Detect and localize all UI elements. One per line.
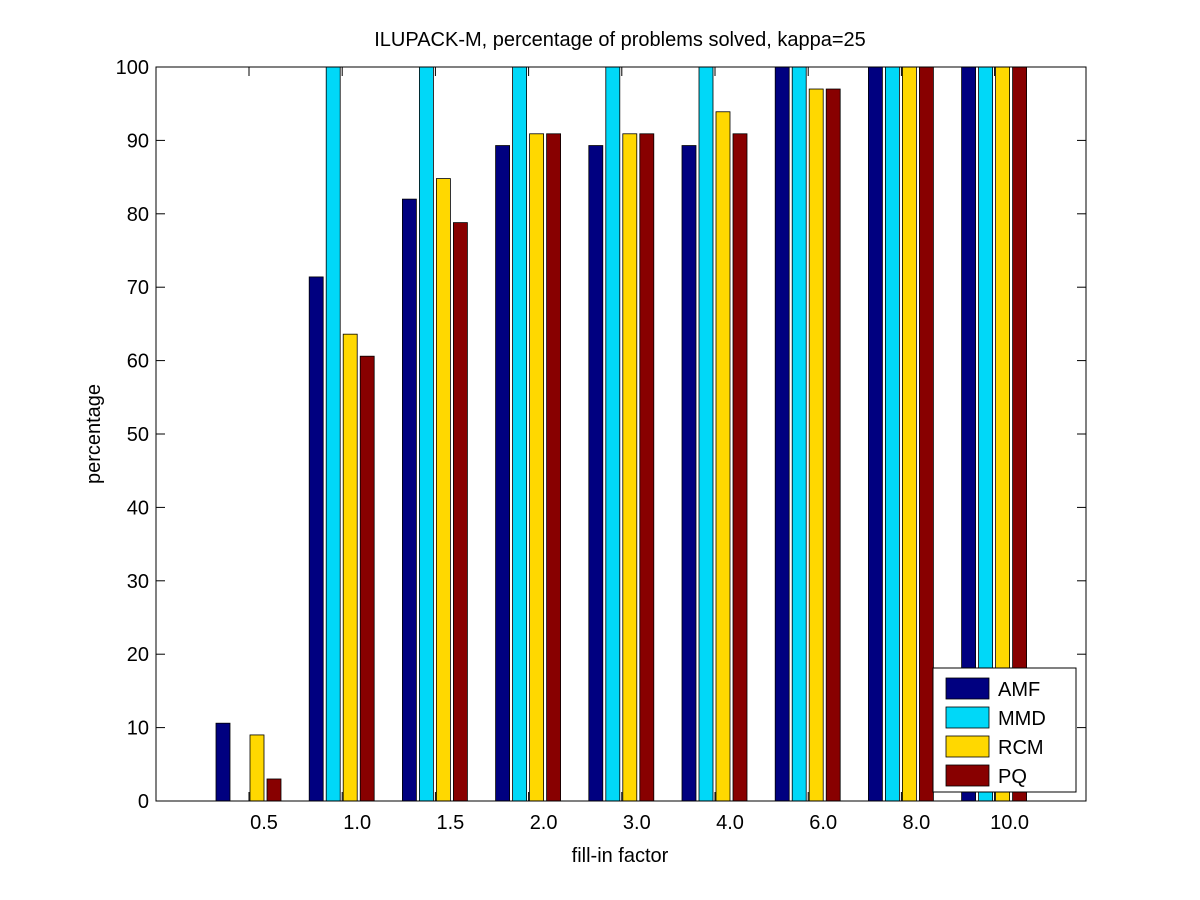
bar-rcm-1-5 [435, 178, 451, 802]
legend-label-pq: PQ [998, 766, 1027, 788]
bar-amf-8-0 [868, 66, 883, 802]
legend-label-amf: AMF [998, 679, 1040, 701]
x-axis: 0.5 1.0 1.5 2.0 3.0 4.0 6.0 8.0 10.0 [248, 67, 1029, 834]
legend-label-rcm: RCM [998, 737, 1044, 759]
x-tick-label: 8.0 [902, 812, 930, 834]
x-tick-label: 1.5 [436, 812, 464, 834]
y-tick-label: 90 [127, 130, 149, 152]
bar-rcm-3-0 [622, 133, 638, 802]
y-tick-label: 30 [127, 571, 149, 593]
y-axis: 0 10 20 30 40 50 60 70 80 90 100 [116, 57, 1086, 813]
legend: AMF MMD RCM PQ [932, 667, 1077, 793]
bar-pq-8-0 [919, 66, 934, 802]
bar-mmd-4-0 [698, 66, 714, 802]
bars-layer [215, 66, 1027, 802]
bar-mmd-1-0 [325, 66, 341, 802]
bar-pq-6-0 [825, 88, 841, 802]
legend-swatch-mmd [945, 706, 990, 729]
y-tick-label: 70 [127, 277, 149, 299]
bar-pq-4-0 [732, 133, 748, 802]
x-axis-label: fill-in factor [572, 845, 669, 867]
y-tick-label: 20 [127, 644, 149, 666]
bar-amf-4-0 [681, 145, 697, 802]
legend-swatch-rcm [945, 735, 990, 758]
bar-mmd-3-0 [605, 66, 621, 802]
x-tick-label: 4.0 [716, 812, 744, 834]
x-tick-label: 6.0 [809, 812, 837, 834]
legend-swatch-amf [945, 677, 990, 700]
y-tick-label: 0 [138, 791, 149, 813]
bar-pq-2-0 [546, 133, 561, 802]
bar-amf-2-0 [495, 145, 511, 802]
bar-mmd-8-0 [885, 66, 900, 802]
bar-pq-1-0 [359, 355, 375, 802]
y-tick-label: 50 [127, 424, 149, 446]
x-tick-label: 10.0 [990, 812, 1029, 834]
bar-pq-0-5 [266, 778, 282, 802]
x-tick-label: 3.0 [623, 812, 651, 834]
bar-amf-0-5 [215, 722, 231, 802]
bar-amf-1-5 [401, 198, 417, 802]
y-tick-label: 80 [127, 204, 149, 226]
bar-amf-3-0 [588, 145, 604, 802]
y-tick-label: 60 [127, 351, 149, 373]
bar-rcm-1-0 [342, 333, 358, 802]
bar-pq-1-5 [452, 222, 468, 802]
bar-rcm-6-0 [808, 88, 824, 802]
bar-mmd-1-5 [418, 66, 434, 802]
y-tick-label: 100 [116, 57, 149, 79]
y-tick-label: 40 [127, 497, 149, 519]
y-axis-label: percentage [83, 384, 105, 484]
x-tick-label: 1.0 [343, 812, 371, 834]
y-tick-label: 10 [127, 718, 149, 740]
bar-rcm-4-0 [715, 111, 731, 802]
legend-swatch-pq [945, 764, 990, 787]
x-tick-label: 2.0 [530, 812, 558, 834]
bar-amf-6-0 [774, 66, 790, 802]
bar-pq-3-0 [639, 133, 655, 802]
legend-label-mmd: MMD [998, 708, 1046, 730]
bar-mmd-6-0 [791, 66, 807, 802]
bar-amf-1-0 [308, 276, 324, 802]
bar-rcm-0-5 [249, 734, 265, 802]
bar-mmd-2-0 [512, 66, 527, 802]
chart-title: ILUPACK-M, percentage of problems solved… [374, 29, 866, 51]
x-tick-label: 0.5 [250, 812, 278, 834]
bar-rcm-2-0 [529, 133, 544, 802]
bar-rcm-8-0 [902, 66, 917, 802]
